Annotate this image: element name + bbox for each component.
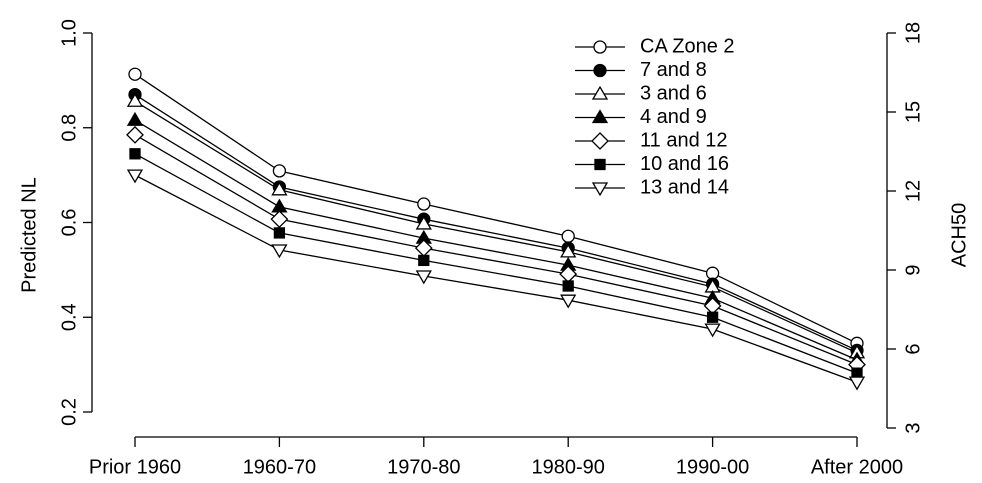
y-tick-label: 0.8 <box>58 114 80 142</box>
legend-marker <box>593 63 607 78</box>
x-tick-label: 1960-70 <box>243 456 316 478</box>
series-line <box>134 134 858 366</box>
y-tick-label: 0.2 <box>58 398 80 426</box>
y-tick-label: 0.6 <box>58 209 80 237</box>
series-line <box>134 119 858 361</box>
data-point <box>126 111 144 126</box>
legend-label: 13 and 14 <box>640 176 729 198</box>
legend-label: 11 and 12 <box>640 129 728 151</box>
legend-label: 7 and 8 <box>640 59 707 81</box>
y-tick-label: 1.0 <box>58 19 80 47</box>
y2-tick-label: 15 <box>902 101 924 123</box>
y2-tick-label: 3 <box>902 422 924 433</box>
x-tick-label: Prior 1960 <box>89 456 181 478</box>
data-point <box>561 229 575 243</box>
legend-marker <box>591 85 609 100</box>
data-point <box>126 125 144 144</box>
y2-tick-label: 12 <box>902 180 924 202</box>
legend-marker <box>594 158 606 171</box>
legend-marker <box>591 182 609 197</box>
data-point <box>415 215 432 230</box>
y2-axis-label: ACH50 <box>948 203 970 267</box>
series-line <box>134 174 858 383</box>
series-line <box>134 94 858 352</box>
data-point <box>128 67 142 81</box>
y-axis-label: Predicted NL <box>18 177 40 293</box>
data-point <box>848 376 866 391</box>
series-line <box>134 73 858 344</box>
data-point <box>418 254 430 267</box>
y2-tick-label: 6 <box>902 343 924 354</box>
legend-label: 10 and 16 <box>640 153 729 175</box>
data-point <box>272 164 287 178</box>
x-tick-label: 1990-00 <box>676 456 749 478</box>
data-point <box>270 210 289 229</box>
y-tick-label: 0.4 <box>58 303 80 331</box>
data-point <box>126 169 144 184</box>
x-tick-label: After 2000 <box>811 456 903 478</box>
x-tick-label: 1980-90 <box>531 456 604 478</box>
data-point <box>271 244 288 259</box>
data-point <box>271 181 288 196</box>
data-point <box>415 270 432 285</box>
data-point <box>129 148 141 160</box>
series-line <box>134 153 858 374</box>
data-point <box>560 294 577 309</box>
data-point <box>706 311 719 323</box>
data-point <box>126 92 144 107</box>
data-point <box>705 266 720 280</box>
y2-tick-label: 9 <box>902 264 924 275</box>
legend-label: 4 and 9 <box>640 106 707 128</box>
legend-marker <box>591 109 609 124</box>
legend-label: 3 and 6 <box>640 82 707 104</box>
data-point <box>273 227 286 239</box>
y2-tick-label: 18 <box>902 22 924 44</box>
legend-marker <box>593 40 607 54</box>
legend-label: CA Zone 2 <box>640 35 735 57</box>
legend-marker <box>591 132 609 150</box>
data-point <box>704 323 721 338</box>
data-point <box>271 198 288 213</box>
data-point <box>417 197 431 211</box>
series-line <box>134 100 858 354</box>
data-point <box>562 280 574 292</box>
x-tick-label: 1970-80 <box>387 456 460 478</box>
